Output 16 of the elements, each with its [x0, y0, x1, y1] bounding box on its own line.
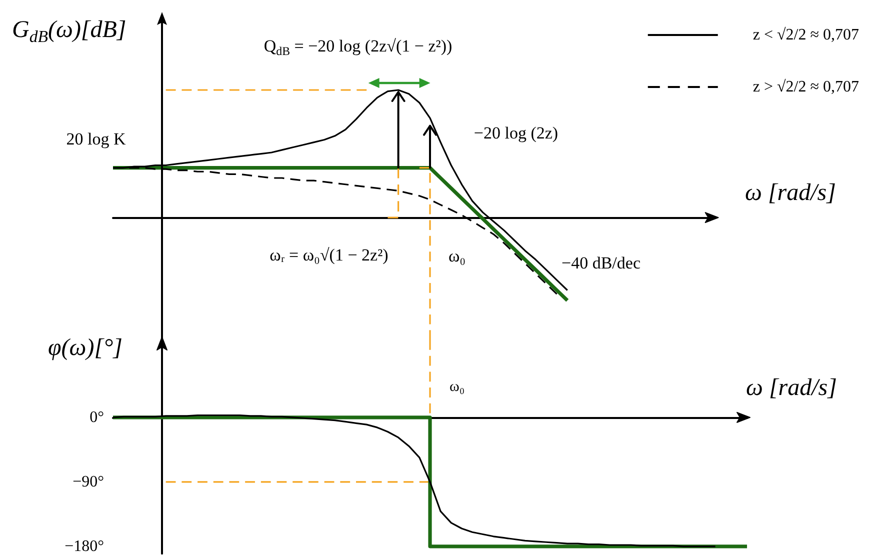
x-axis-title: ω [rad/s]: [746, 374, 837, 402]
text: Q$_{dB}$ = −20 log (2z√(1 − z²)): [264, 36, 452, 58]
annotation: ω₀: [449, 378, 465, 396]
y-tick-label: −180°: [64, 538, 104, 555]
legend-label: z > √2/2 ≈ 0,707: [752, 78, 860, 96]
annotation: −20 log (2z): [474, 124, 558, 144]
annotation: ωᵣ = ω₀√(1 − 2z²): [270, 246, 388, 266]
y-tick-label: 0°: [90, 408, 104, 426]
annotation: −40 dB/dec: [562, 254, 640, 274]
annotation: ω₀: [448, 246, 466, 266]
annotation: 20 log K: [66, 130, 126, 150]
y-axis-title: φ(ω)[°]: [48, 334, 122, 362]
legend-label: z < √2/2 ≈ 0,707: [752, 26, 860, 44]
x-axis-title: ω [rad/s]: [745, 180, 836, 206]
y-tick-label: −90°: [72, 473, 104, 490]
y-axis-title: G$_{dB}$(ω)[dB]: [12, 16, 126, 46]
